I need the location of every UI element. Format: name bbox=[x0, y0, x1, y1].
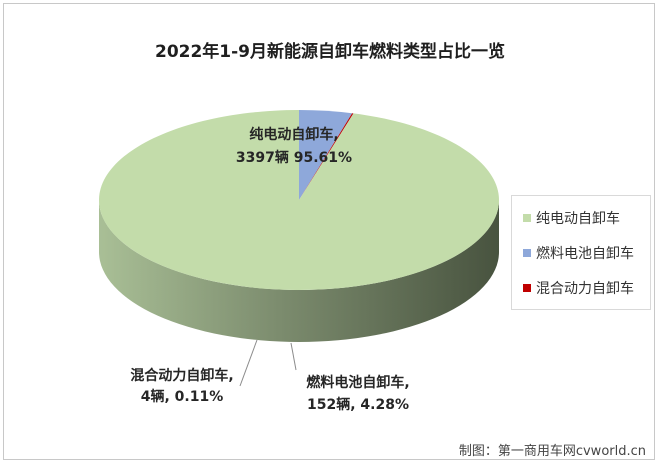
data-label-electric-value: 3397辆 95.61% bbox=[236, 149, 352, 166]
source-credit: 制图：第一商用车网cvworld.cn bbox=[458, 444, 646, 459]
leader-line-fuel-cell bbox=[290, 342, 297, 371]
data-label-fuel-cell-name: 燃料电池自卸车, bbox=[306, 374, 409, 391]
data-label-electric-name: 纯电动自卸车, bbox=[249, 126, 338, 143]
legend-item-electric: 纯电动自卸车 bbox=[523, 208, 620, 228]
pie-side-electric bbox=[99, 200, 499, 342]
data-label-electric: 纯电动自卸车, 3397辆 95.61% bbox=[236, 126, 352, 166]
data-label-fuel-cell-value: 152辆, 4.28% bbox=[307, 396, 409, 413]
legend-swatch-hybrid bbox=[523, 284, 531, 292]
legend-label-electric: 纯电动自卸车 bbox=[536, 211, 620, 227]
legend-label-fuel-cell: 燃料电池自卸车 bbox=[536, 246, 634, 262]
legend-label-hybrid: 混合动力自卸车 bbox=[536, 281, 634, 297]
legend-item-fuel-cell: 燃料电池自卸车 bbox=[523, 243, 634, 263]
data-label-hybrid-name: 混合动力自卸车, bbox=[130, 367, 233, 384]
chart-title: 2022年1-9月新能源自卸车燃料类型占比一览 bbox=[154, 42, 506, 62]
data-label-hybrid: 混合动力自卸车, 4辆, 0.11% bbox=[130, 367, 233, 405]
legend-swatch-fuel-cell bbox=[523, 249, 531, 257]
legend: 纯电动自卸车 燃料电池自卸车 混合动力自卸车 bbox=[511, 195, 651, 310]
pie-slice-hybrid bbox=[299, 113, 354, 200]
data-label-hybrid-value: 4辆, 0.11% bbox=[141, 388, 224, 405]
legend-item-hybrid: 混合动力自卸车 bbox=[523, 278, 634, 298]
data-label-fuel-cell: 燃料电池自卸车, 152辆, 4.28% bbox=[306, 374, 409, 413]
legend-swatch-electric bbox=[523, 214, 531, 222]
pie-slice-electric bbox=[99, 110, 500, 290]
leader-line-hybrid bbox=[239, 339, 258, 387]
pie-slice-fuel-cell bbox=[299, 110, 353, 200]
